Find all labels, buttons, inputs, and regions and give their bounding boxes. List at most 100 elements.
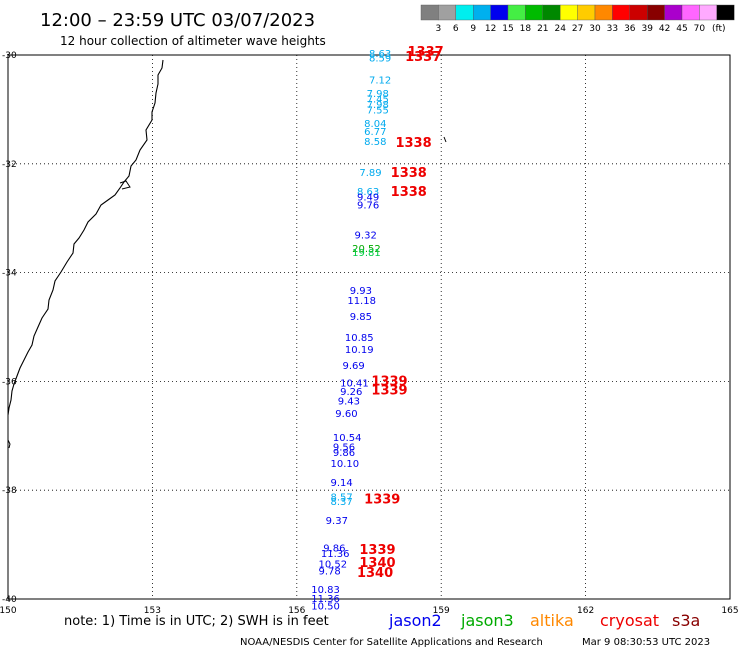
- legend-swatch: [455, 4, 474, 21]
- wave-height-label: 9.76: [357, 201, 379, 212]
- legend-tick-label: 15: [502, 24, 513, 34]
- legend-swatch: [560, 4, 578, 21]
- legend-swatch: [629, 4, 648, 21]
- pass-time-label: 1339: [371, 384, 407, 399]
- wave-height-label: 9.86: [323, 543, 345, 554]
- wave-height-label: 10.85: [345, 333, 374, 344]
- satellite-legend-s3a: s3a: [672, 611, 700, 630]
- wave-height-label: 19.81: [352, 248, 381, 259]
- wave-height-label: 10.50: [311, 602, 340, 613]
- legend-tick-label: 30: [589, 24, 601, 34]
- legend-tick-label: 24: [554, 24, 566, 34]
- wave-height-label: 10.10: [330, 459, 359, 470]
- pass-time-label: 1337: [405, 50, 441, 65]
- legend-swatch: [473, 4, 491, 21]
- plot-area: 8.638.597.127.987.457.987.558.046.778.58…: [7, 45, 731, 613]
- footnote: note: 1) Time is in UTC; 2) SWH is in fe…: [64, 614, 329, 629]
- wave-height-color-legend: 3 6 9 12 15 18 21 24 27 30 33 36 39 42 45 70: [420, 4, 735, 34]
- offshore-speck: [443, 136, 447, 143]
- wave-height-label: 9.56: [333, 443, 355, 454]
- wave-height-label: 8.04: [364, 119, 386, 130]
- satellite-legend-altika: altika: [530, 611, 574, 630]
- legend-tick-label: 70: [694, 24, 706, 34]
- legend-swatch: [716, 4, 735, 21]
- legend-tick-label: 42: [659, 24, 670, 34]
- satellite-legend-cryosat: cryosat: [600, 611, 659, 630]
- pass-time-label: 1339: [359, 543, 395, 558]
- wave-height-label: 9.93: [350, 286, 372, 297]
- wave-height-label: 9.85: [350, 312, 372, 323]
- y-tick-label: -30: [2, 51, 17, 61]
- x-tick-label: 156: [288, 606, 305, 616]
- legend-swatch: [507, 4, 526, 21]
- y-tick-label: -38: [2, 486, 17, 496]
- plot-frame: [7, 54, 731, 600]
- legend-tick-label: 9: [470, 24, 476, 34]
- legend-swatch: [699, 4, 718, 21]
- wave-height-label: 8.63: [357, 187, 379, 198]
- wave-height-label: 11.36: [311, 594, 340, 605]
- wave-height-label: 7.12: [369, 75, 391, 86]
- legend-tick-label: 45: [676, 24, 687, 34]
- wave-height-label: 9.49: [357, 192, 379, 203]
- chart-subtitle: 12 hour collection of altimeter wave hei…: [60, 34, 326, 48]
- x-tick-label: 165: [721, 606, 738, 616]
- wave-height-label: 10.83: [311, 585, 340, 596]
- legend-swatch: [525, 4, 544, 21]
- wave-height-values: 8.638.597.127.987.457.987.558.046.778.58…: [311, 49, 391, 613]
- legend-tick-label: 6: [453, 24, 459, 34]
- x-tick-label: 159: [433, 606, 450, 616]
- legend-unit: (ft): [712, 24, 726, 34]
- grid-lines: [8, 55, 730, 599]
- pass-time-label: 1338: [391, 185, 427, 200]
- y-tick-label: -40: [2, 595, 17, 605]
- wave-height-label: 11.18: [347, 296, 376, 307]
- x-tick-label: 162: [577, 606, 594, 616]
- x-tick-label: 153: [144, 606, 161, 616]
- legend-swatch: [647, 4, 665, 21]
- legend-swatch: [420, 4, 439, 21]
- wave-height-label: 10.52: [318, 560, 347, 571]
- wave-height-label: 8.57: [330, 493, 352, 504]
- legend-swatch: [542, 4, 561, 21]
- wave-height-label: 8.59: [369, 54, 391, 65]
- pass-time-values: 1337133713381338133813391339133913391340…: [357, 45, 444, 581]
- wave-height-label: 9.86: [333, 448, 355, 459]
- legend-swatch: [664, 4, 683, 21]
- legend-swatch: [438, 4, 456, 21]
- coast-inlet: [119, 180, 131, 190]
- wave-height-label: 20.52: [352, 244, 381, 255]
- generated-timestamp: Mar 9 08:30:53 UTC 2023: [582, 637, 710, 648]
- pass-time-label: 1337: [408, 45, 444, 60]
- pass-time-label: 1338: [391, 166, 427, 181]
- coast-island: [7, 439, 11, 449]
- y-tick-label: -34: [2, 269, 17, 279]
- legend-tick-label: 39: [641, 24, 653, 34]
- legend-tick-label: 3: [436, 24, 442, 34]
- wave-height-label: 8.63: [369, 49, 391, 60]
- wave-height-label: 9.60: [335, 409, 357, 420]
- legend-tick-label: 33: [607, 24, 618, 34]
- wave-height-label: 9.14: [330, 478, 352, 489]
- legend-tick-label: 36: [624, 24, 636, 34]
- pass-time-label: 1339: [364, 492, 400, 507]
- legend-swatch: [681, 4, 700, 21]
- pass-time-label: 1338: [395, 136, 431, 151]
- wave-height-label: 9.69: [343, 361, 365, 372]
- wave-height-label: 6.77: [364, 127, 386, 138]
- legend-tick-label: 18: [520, 24, 532, 34]
- legend-swatch: [612, 4, 631, 21]
- wave-height-label: 9.26: [340, 387, 362, 398]
- wave-height-label: 8.58: [364, 137, 386, 148]
- wave-height-label: 7.45: [367, 95, 389, 106]
- y-tick-label: -36: [2, 377, 17, 387]
- pass-time-label: 1340: [357, 566, 393, 581]
- satellite-legend: jason2 jason3 altika cryosat s3a: [388, 611, 700, 630]
- legend-tick-label: 21: [537, 24, 548, 34]
- y-tick-label: -32: [2, 160, 17, 170]
- satellite-legend-jason2: jason2: [388, 611, 442, 630]
- wave-height-label: 7.98: [367, 89, 389, 100]
- chart-title: 12:00 – 23:59 UTC 03/07/2023: [40, 10, 315, 31]
- wave-height-label: 9.32: [355, 231, 377, 242]
